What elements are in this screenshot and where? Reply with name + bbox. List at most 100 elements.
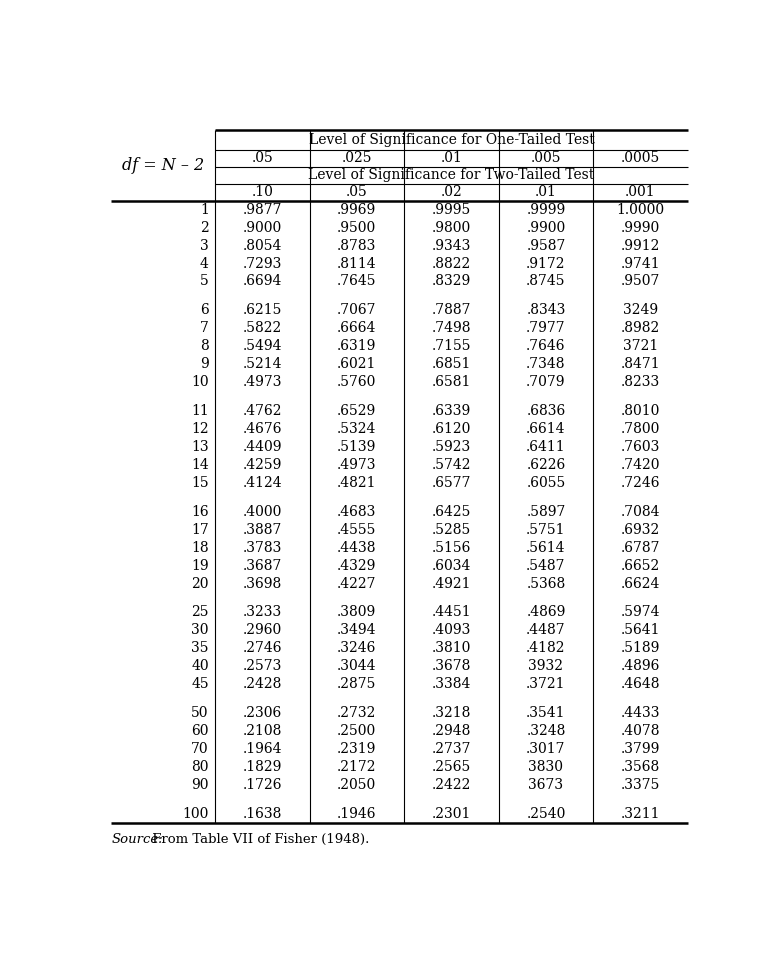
Text: 60: 60 <box>191 724 209 738</box>
Text: .001: .001 <box>626 185 656 199</box>
Text: 3830: 3830 <box>528 760 563 774</box>
Text: .2565: .2565 <box>432 760 471 774</box>
Text: 3673: 3673 <box>528 778 563 792</box>
Text: .9877: .9877 <box>243 202 282 217</box>
Text: .4821: .4821 <box>337 476 377 490</box>
Text: 13: 13 <box>191 440 209 454</box>
Text: .2732: .2732 <box>337 706 377 720</box>
Text: 8: 8 <box>200 339 209 353</box>
Text: .7079: .7079 <box>526 375 566 389</box>
Text: .6624: .6624 <box>621 576 661 591</box>
Text: .6120: .6120 <box>432 422 471 435</box>
Text: From Table VII of Fisher (1948).: From Table VII of Fisher (1948). <box>149 833 370 847</box>
Text: .5742: .5742 <box>432 458 471 471</box>
Text: .3799: .3799 <box>621 742 661 756</box>
Text: .4487: .4487 <box>526 623 566 638</box>
Text: 70: 70 <box>191 742 209 756</box>
Text: .3233: .3233 <box>243 606 282 619</box>
Text: 90: 90 <box>191 778 209 792</box>
Text: .7646: .7646 <box>526 339 566 353</box>
Text: .4676: .4676 <box>243 422 282 435</box>
Text: .3810: .3810 <box>432 642 471 655</box>
Text: .1638: .1638 <box>243 807 282 820</box>
Text: .4259: .4259 <box>243 458 282 471</box>
Text: .3211: .3211 <box>621 807 661 820</box>
Text: .1726: .1726 <box>243 778 282 792</box>
Text: .6226: .6226 <box>527 458 566 471</box>
Text: .8114: .8114 <box>337 257 377 270</box>
Text: .4438: .4438 <box>337 540 377 555</box>
Text: 25: 25 <box>191 606 209 619</box>
Text: .4451: .4451 <box>432 606 471 619</box>
Text: .2422: .2422 <box>432 778 471 792</box>
Text: .5974: .5974 <box>621 606 661 619</box>
Text: 50: 50 <box>191 706 209 720</box>
Text: .1964: .1964 <box>243 742 282 756</box>
Text: 7: 7 <box>200 321 209 335</box>
Text: 2: 2 <box>200 221 209 234</box>
Text: .8822: .8822 <box>432 257 471 270</box>
Text: .3017: .3017 <box>526 742 566 756</box>
Text: .6411: .6411 <box>526 440 566 454</box>
Text: .2540: .2540 <box>526 807 566 820</box>
Text: .7420: .7420 <box>621 458 661 471</box>
Text: .4227: .4227 <box>337 576 377 591</box>
Text: .7067: .7067 <box>337 303 377 317</box>
Text: 20: 20 <box>191 576 209 591</box>
Text: .9000: .9000 <box>243 221 282 234</box>
Text: .4329: .4329 <box>337 559 377 573</box>
Text: .5139: .5139 <box>337 440 377 454</box>
Text: .7246: .7246 <box>621 476 661 490</box>
Text: .3218: .3218 <box>432 706 471 720</box>
Text: .3678: .3678 <box>432 659 471 674</box>
Text: 3932: 3932 <box>528 659 563 674</box>
Text: .7645: .7645 <box>337 274 377 289</box>
Text: .7977: .7977 <box>526 321 566 335</box>
Text: .4433: .4433 <box>621 706 661 720</box>
Text: 15: 15 <box>191 476 209 490</box>
Text: .9172: .9172 <box>526 257 566 270</box>
Text: .6652: .6652 <box>621 559 661 573</box>
Text: .9800: .9800 <box>432 221 471 234</box>
Text: .7887: .7887 <box>432 303 471 317</box>
Text: .9741: .9741 <box>621 257 661 270</box>
Text: .3384: .3384 <box>432 677 471 691</box>
Text: .2737: .2737 <box>432 742 471 756</box>
Text: Level of Significance for Two-Tailed Test: Level of Significance for Two-Tailed Tes… <box>308 168 594 182</box>
Text: .2500: .2500 <box>337 724 377 738</box>
Text: .6581: .6581 <box>432 375 471 389</box>
Text: .05: .05 <box>346 185 368 199</box>
Text: .01: .01 <box>535 185 557 199</box>
Text: .6319: .6319 <box>337 339 377 353</box>
Text: .3887: .3887 <box>243 523 282 537</box>
Text: .3809: .3809 <box>337 606 377 619</box>
Text: .7603: .7603 <box>621 440 661 454</box>
Text: .1829: .1829 <box>243 760 282 774</box>
Text: .2172: .2172 <box>337 760 377 774</box>
Text: .2108: .2108 <box>243 724 282 738</box>
Text: .8745: .8745 <box>526 274 566 289</box>
Text: .3698: .3698 <box>243 576 282 591</box>
Text: .3248: .3248 <box>526 724 566 738</box>
Text: .8329: .8329 <box>432 274 471 289</box>
Text: .3568: .3568 <box>621 760 661 774</box>
Text: .3541: .3541 <box>526 706 566 720</box>
Text: .8233: .8233 <box>621 375 661 389</box>
Text: .8471: .8471 <box>621 357 661 371</box>
Text: 16: 16 <box>191 504 209 519</box>
Text: 10: 10 <box>191 375 209 389</box>
Text: .9900: .9900 <box>527 221 566 234</box>
Text: .7084: .7084 <box>621 504 661 519</box>
Text: .7155: .7155 <box>432 339 471 353</box>
Text: .02: .02 <box>440 185 462 199</box>
Text: .2319: .2319 <box>337 742 377 756</box>
Text: Source:: Source: <box>111 833 163 847</box>
Text: .5494: .5494 <box>243 339 282 353</box>
Text: .4648: .4648 <box>621 677 661 691</box>
Text: .8343: .8343 <box>526 303 566 317</box>
Text: .6932: .6932 <box>621 523 661 537</box>
Text: .3044: .3044 <box>337 659 377 674</box>
Text: .4182: .4182 <box>526 642 566 655</box>
Text: .5487: .5487 <box>526 559 566 573</box>
Text: .3783: .3783 <box>243 540 282 555</box>
